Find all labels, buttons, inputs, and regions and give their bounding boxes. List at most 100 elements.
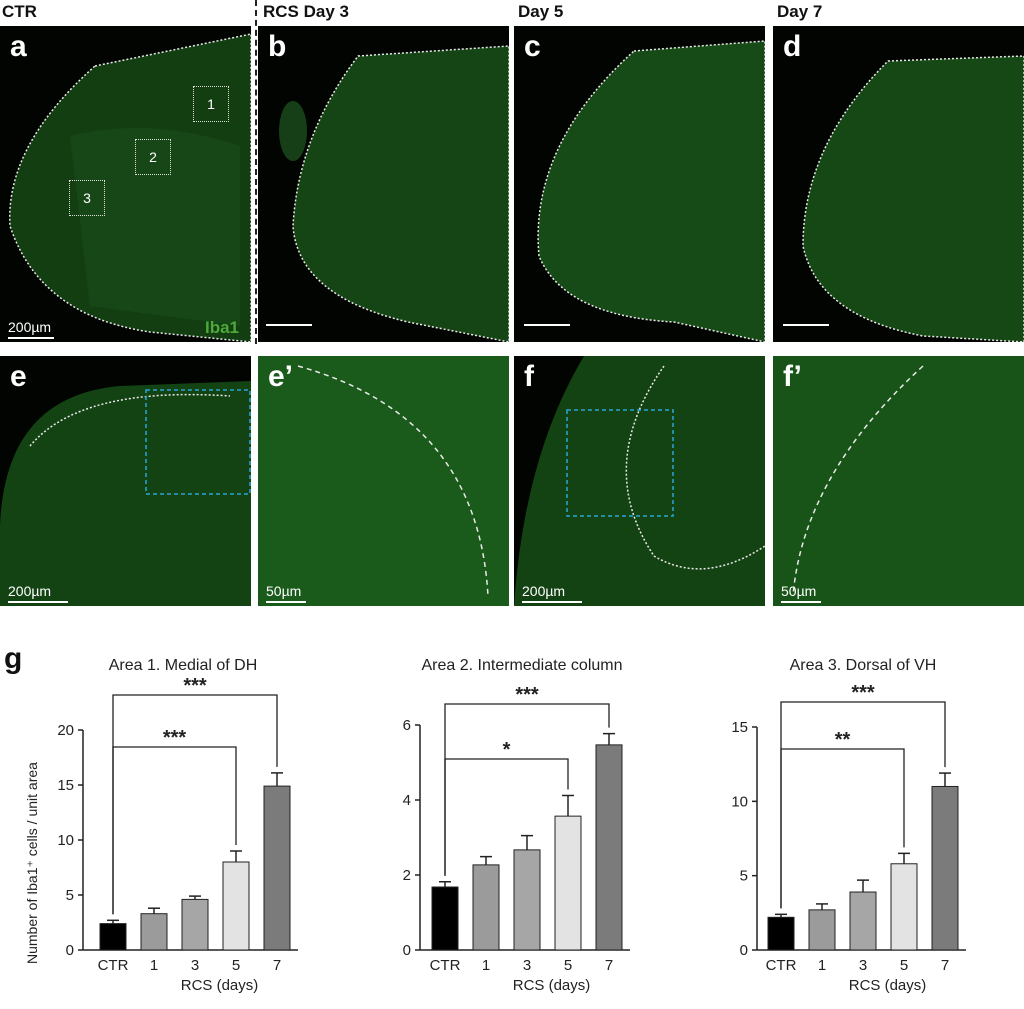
significance-bracket [444, 703, 610, 876]
y-tick-label: 20 [57, 722, 74, 739]
bar-1 [472, 864, 500, 951]
x-tick-label: 5 [232, 957, 240, 974]
panel-d: d [773, 26, 1024, 342]
x-tick-label: 7 [605, 957, 613, 974]
panel-a: a 1 2 3 200µm Iba1 [0, 26, 251, 342]
scale-bar-b [266, 324, 312, 326]
tissue-image-a [9, 33, 251, 342]
scale-label-f-prime: 50µm [781, 583, 817, 599]
significance-label: *** [163, 727, 187, 749]
panel-letter-e-prime: e’ [268, 360, 294, 393]
chart-title: Area 1. Medial of DH [109, 657, 258, 674]
marker-label-iba1: Iba1 [204, 318, 239, 337]
bar-3 [849, 891, 877, 951]
scale-bar-f-prime: 50µm [781, 583, 821, 603]
scale-bar-f: 200µm [522, 583, 582, 603]
scale-bar-c [524, 324, 570, 326]
x-axis-title: RCS (days) [181, 977, 259, 994]
panel-letter-f: f [524, 360, 534, 393]
panel-letter-c: c [524, 30, 541, 63]
x-tick-label: 1 [482, 957, 490, 974]
panel-e: e 200µm [0, 356, 251, 606]
x-axis-title: RCS (days) [849, 977, 927, 994]
significance-label: *** [183, 675, 207, 697]
significance-label: *** [851, 682, 875, 704]
bar-CTR [99, 923, 127, 951]
significance-label: ** [835, 729, 851, 751]
bar-5 [890, 863, 918, 951]
y-tick-label: 5 [740, 868, 748, 885]
x-tick-label: 3 [523, 957, 531, 974]
significance-bracket [444, 758, 569, 876]
panel-f: f 200µm [514, 356, 765, 606]
significance-label: *** [515, 684, 539, 706]
panel-e-prime: e’ 50µm [258, 356, 509, 606]
x-tick-label: CTR [98, 957, 129, 974]
column-label-day3: RCS Day 3 [263, 2, 349, 21]
y-tick-label: 10 [731, 793, 748, 810]
chart-area: Area 1. Medial of DH 0 5 10 15 20 CTR 1 3 5 7 RCS (… [0, 645, 1024, 1004]
chart-title: Area 3. Dorsal of VH [790, 657, 937, 674]
bar-7 [595, 744, 623, 951]
x-tick-label: 1 [150, 957, 158, 974]
bar-3 [181, 898, 209, 951]
bar-CTR [767, 916, 795, 951]
scale-label-a: 200µm [8, 319, 52, 335]
bar-3 [513, 849, 541, 951]
panel-letter-b: b [268, 30, 287, 63]
bar-1 [808, 909, 836, 951]
y-tick-label: 15 [57, 777, 74, 794]
column-label-day5: Day 5 [518, 2, 564, 21]
x-tick-label: 1 [818, 957, 826, 974]
y-tick-label: 0 [66, 942, 74, 959]
x-tick-label: 5 [564, 957, 572, 974]
y-tick-label: 4 [403, 792, 411, 809]
x-tick-label: 7 [273, 957, 281, 974]
panel-letter-d: d [783, 30, 802, 63]
y-tick-label: 10 [57, 832, 74, 849]
bar-5 [222, 861, 250, 951]
y-tick-label: 6 [403, 717, 411, 734]
figure-letter-g: g [4, 642, 23, 675]
scale-label-e: 200µm [8, 583, 52, 599]
significance-bracket [112, 746, 237, 915]
roi-box-2: 2 [135, 139, 171, 175]
chart-title: Area 2. Intermediate column [422, 657, 623, 674]
significance-bracket [112, 694, 278, 915]
bar-7 [931, 785, 959, 951]
scale-label-f: 200µm [522, 583, 566, 599]
panel-letter-a: a [10, 30, 27, 63]
scale-bar-a: 200µm [8, 319, 54, 339]
column-label-day7: Day 7 [777, 2, 823, 21]
column-label-ctr: CTR [2, 2, 37, 21]
column-divider [255, 0, 257, 344]
panel-letter-f-prime: f’ [783, 360, 802, 393]
bar-5 [554, 815, 582, 951]
significance-bracket [780, 701, 946, 909]
x-tick-label: 3 [859, 957, 867, 974]
roi-box-3: 3 [69, 180, 105, 216]
panel-letter-e: e [10, 360, 27, 393]
y-tick-label: 0 [403, 942, 411, 959]
y-tick-label: 2 [403, 867, 411, 884]
significance-label: * [503, 739, 511, 761]
roi-box-1: 1 [193, 86, 229, 122]
bar-7 [263, 785, 291, 951]
significance-bracket [780, 748, 905, 909]
panel-c: c [514, 26, 765, 342]
scale-label-e-prime: 50µm [266, 583, 302, 599]
panel-b: b [258, 26, 509, 342]
x-tick-label: CTR [766, 957, 797, 974]
x-tick-label: 3 [191, 957, 199, 974]
x-tick-label: 7 [941, 957, 949, 974]
x-tick-label: 5 [900, 957, 908, 974]
bar-1 [140, 913, 168, 951]
y-tick-label: 0 [740, 942, 748, 959]
y-tick-label: 5 [66, 887, 74, 904]
scale-bar-e-prime: 50µm [266, 583, 306, 603]
y-tick-label: 15 [731, 719, 748, 736]
x-axis-title: RCS (days) [513, 977, 591, 994]
scale-bar-e: 200µm [8, 583, 68, 603]
x-tick-label: CTR [430, 957, 461, 974]
